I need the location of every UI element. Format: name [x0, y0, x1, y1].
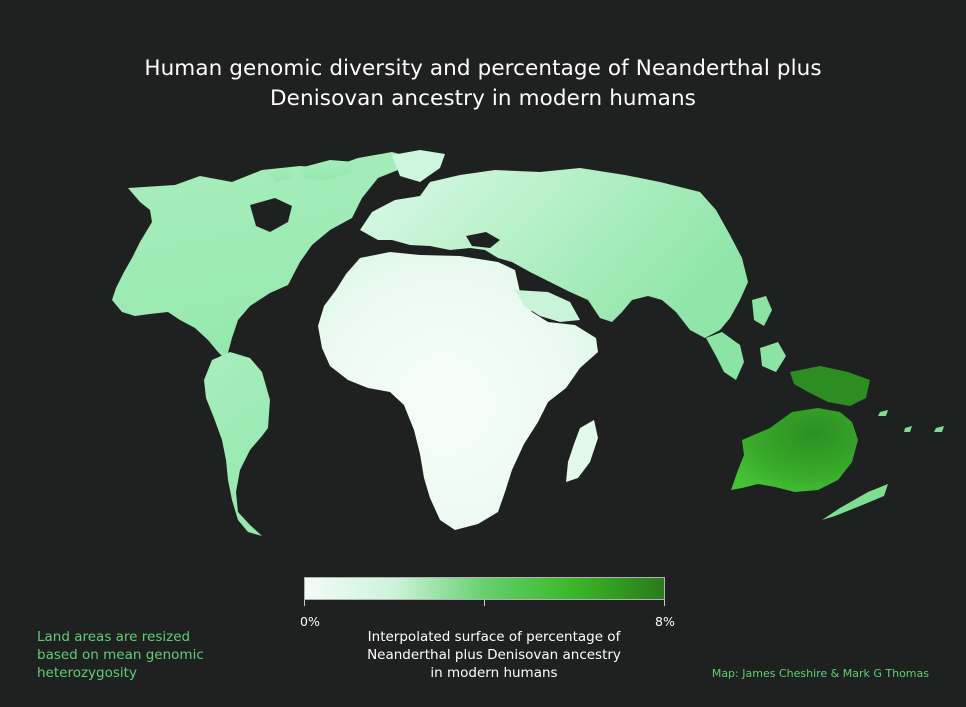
map-credit: Map: James Cheshire & Mark G Thomas [711, 667, 929, 680]
resize-note-line-3: heterozygosity [37, 665, 137, 681]
legend-caption-line-1: Interpolated surface of percentage of [367, 629, 621, 645]
legend-max-label: 8% [655, 614, 675, 629]
legend-tick-mid [484, 600, 485, 606]
map-title: Human genomic diversity and percentage o… [0, 54, 966, 114]
title-line-2: Denisovan ancestry in modern humans [269, 86, 696, 111]
legend-caption-line-3: in modern humans [430, 665, 558, 681]
southeast-asia [706, 332, 786, 380]
arctic-islands [268, 160, 355, 182]
resize-note-line-2: based on mean genomic [37, 647, 204, 663]
legend-tick-max [664, 600, 665, 606]
hudson-bay [250, 198, 292, 232]
legend-min-label: 0% [300, 614, 320, 629]
japan [752, 296, 772, 326]
australia [731, 408, 858, 492]
title-line-1: Human genomic diversity and percentage o… [144, 56, 822, 81]
africa [318, 252, 598, 530]
legend-caption: Interpolated surface of percentage of Ne… [344, 628, 644, 682]
resize-note: Land areas are resized based on mean gen… [37, 628, 257, 682]
pacific-islands [878, 410, 944, 432]
legend-color-bar [304, 577, 665, 600]
eurasia [360, 168, 748, 338]
legend-tick-min [304, 600, 305, 606]
south-america [204, 352, 270, 536]
north-america [112, 152, 410, 360]
inland-sea [466, 232, 500, 248]
greenland [392, 150, 445, 182]
new-guinea [790, 366, 870, 406]
arabian-peninsula [515, 290, 580, 322]
new-zealand [822, 484, 888, 520]
legend-caption-line-2: Neanderthal plus Denisovan ancestry [367, 647, 621, 663]
resize-note-line-1: Land areas are resized [37, 629, 191, 645]
madagascar [566, 420, 598, 482]
